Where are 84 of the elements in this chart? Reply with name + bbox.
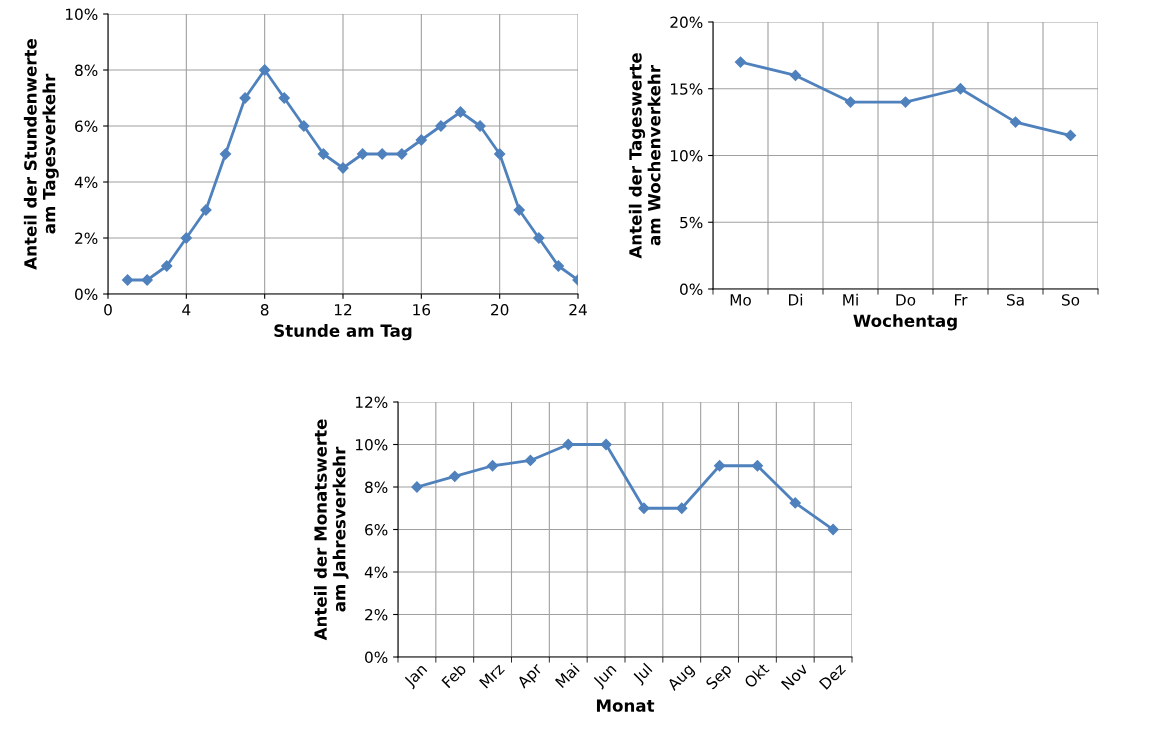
point — [899, 96, 912, 108]
x-tick-label: Jan — [403, 663, 430, 690]
x-tick-label: Feb — [441, 662, 467, 689]
point — [751, 460, 764, 472]
point — [713, 460, 726, 472]
point — [415, 134, 427, 146]
point — [376, 148, 388, 160]
x-tick-label: 8 — [260, 303, 269, 316]
x-tick-label: 16 — [413, 303, 431, 316]
x-tick-label: 24 — [569, 303, 587, 316]
point — [513, 204, 525, 216]
point — [552, 260, 565, 272]
y-tick-label: 2% — [365, 608, 388, 621]
x-tick-label: Mai — [554, 662, 580, 689]
y-tick-label: 5% — [680, 216, 703, 229]
point — [180, 232, 192, 244]
point — [259, 64, 271, 76]
y-tick-label: 10% — [671, 149, 703, 162]
x-tick-label: Di — [788, 293, 803, 306]
x-tick-label: 20 — [491, 303, 509, 316]
point — [219, 148, 232, 160]
y-tick-label: 8% — [365, 481, 388, 494]
y-axis-title: Anteil der Monatswerte am Jahresverkehr — [313, 419, 349, 641]
point — [141, 274, 153, 286]
x-tick-label: Sep — [705, 662, 735, 692]
y-tick-label: 2% — [75, 232, 98, 245]
x-tick-label: Mi — [843, 293, 858, 306]
y-tick-label: 20% — [670, 16, 703, 29]
y-tick-label: 0% — [365, 651, 388, 664]
point — [1064, 129, 1077, 142]
point — [844, 96, 857, 108]
point — [317, 148, 330, 160]
point — [600, 438, 612, 451]
x-axis-title: Stunde am Tag — [274, 324, 412, 341]
y-axis-title: Anteil der Stundenwerte am Tagesverkehr — [23, 39, 59, 270]
x-tick-label: 4 — [182, 304, 191, 316]
point — [1009, 116, 1022, 128]
y-tick-label: 8% — [75, 64, 98, 77]
point — [524, 454, 537, 467]
point — [454, 106, 467, 118]
point — [789, 69, 802, 82]
point — [486, 460, 499, 472]
y-tick-label: 0% — [75, 288, 98, 301]
point — [278, 92, 290, 104]
point — [121, 274, 134, 286]
y-tick-label: 12% — [356, 396, 388, 409]
y-tick-label: 6% — [365, 523, 388, 536]
point — [356, 148, 369, 160]
x-tick-label: 12 — [334, 303, 352, 316]
x-axis-title: Wochentag — [853, 314, 957, 331]
y-tick-label: 15% — [671, 83, 703, 95]
point — [676, 502, 688, 514]
x-axis-title: Monat — [596, 699, 655, 712]
x-tick-label: Mrz — [479, 662, 505, 689]
y-tick-label: 4% — [74, 176, 98, 189]
x-tick-label: Fr — [955, 294, 968, 306]
x-tick-label: Dez — [818, 662, 847, 690]
point — [298, 120, 310, 132]
x-tick-label: 0 — [104, 303, 112, 316]
point — [827, 523, 839, 536]
point — [396, 148, 408, 160]
y-tick-label: 10% — [356, 438, 388, 451]
point — [533, 232, 545, 244]
point — [494, 148, 506, 160]
point — [789, 497, 801, 509]
x-tick-label: So — [1061, 294, 1080, 306]
x-tick-label: Do — [896, 294, 916, 306]
point — [161, 260, 173, 272]
x-tick-label: Okt — [743, 662, 770, 689]
x-tick-label: Mo — [730, 294, 751, 306]
y-tick-label: 10% — [66, 8, 98, 21]
x-tick-label: Jun — [592, 663, 619, 690]
x-tick-label: Jul — [631, 662, 655, 686]
point — [954, 83, 967, 95]
x-tick-label: Sa — [1006, 294, 1024, 306]
x-tick-label: Apr — [516, 662, 545, 691]
point — [562, 438, 574, 451]
y-tick-label: 4% — [364, 566, 388, 579]
point — [449, 470, 461, 482]
y-axis-title: Anteil der Tageswerte am Wochenverkehr — [628, 53, 661, 259]
y-tick-label: 6% — [75, 120, 98, 133]
y-tick-label: 0% — [680, 283, 703, 296]
point — [734, 56, 747, 68]
point — [638, 502, 650, 514]
